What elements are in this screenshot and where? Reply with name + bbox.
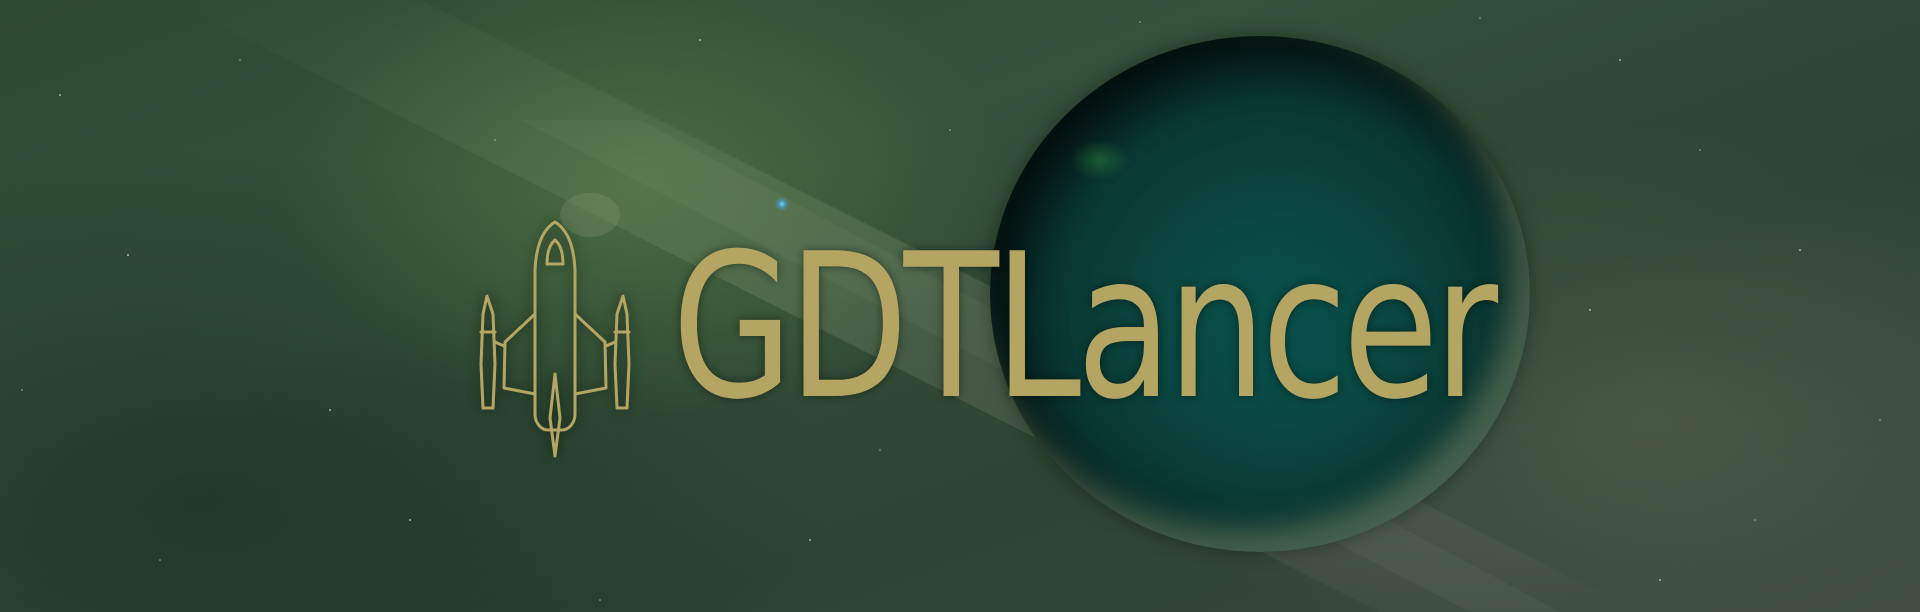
spaceship-outline-icon <box>479 220 631 458</box>
game-title: GDTLancer <box>672 211 1498 444</box>
blue-star <box>775 197 789 211</box>
planet-surface-highlight <box>1070 140 1130 180</box>
teal-planet <box>990 36 1530 552</box>
